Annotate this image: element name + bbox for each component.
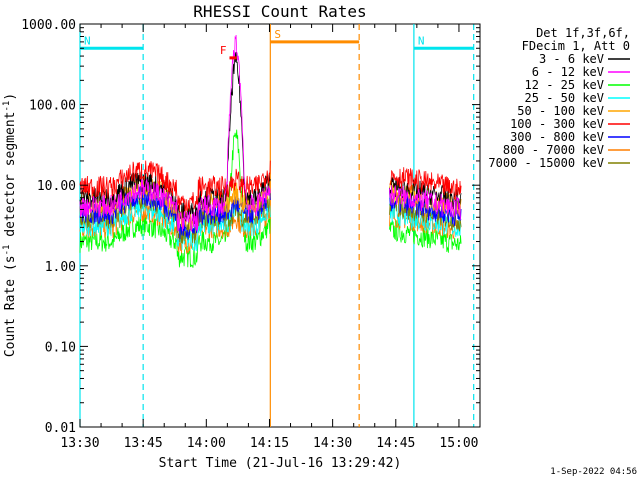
event-lines [79,24,475,427]
chart-title: RHESSI Count Rates [193,2,366,21]
x-axis-ticks: 13:30 13:45 14:00 14:15 14:30 14:45 15:00 [60,24,479,451]
x-tick-label: 13:30 [60,436,99,451]
x-tick-label: 14:00 [187,436,226,451]
timestamp: 1-Sep-2022 04:56 [550,467,637,477]
legend-entry: 50 - 100 keV [517,104,604,118]
legend-entry: 6 - 12 keV [532,65,604,79]
y-tick-label: 0.10 [45,340,76,355]
flag-bars: N N S F [80,28,474,60]
flag-label: N [418,34,425,47]
y-tick-label: 1000.00 [21,18,76,33]
y-tick-label: 100.00 [29,99,76,114]
flag-label: F [220,44,227,57]
series-lines [79,34,462,268]
legend-header: Det 1f,3f,6f, [536,26,630,40]
y-tick-label: 1.00 [45,260,76,275]
series-line [79,160,462,214]
legend-entry: 7000 - 15000 keV [488,156,604,170]
x-axis-label: Start Time (21-Jul-16 13:29:42) [159,456,402,471]
legend-entry: 12 - 25 keV [525,78,604,92]
legend-entry: 100 - 300 keV [510,117,604,131]
y-tick-label: 0.01 [45,421,76,436]
legend-header: FDecim 1, Att 0 [522,39,630,53]
legend-entry: 800 - 7000 keV [503,143,604,157]
x-tick-label: 14:15 [250,436,289,451]
x-tick-label: 14:30 [313,436,352,451]
y-axis-label: Count Rate (s-1 detector segment-1) [2,93,18,357]
y-axis-ticks: 1000.00 100.00 10.00 1.00 0.10 0.01 [21,18,480,436]
x-tick-label: 13:45 [124,436,163,451]
flag-label: N [84,34,91,47]
flag-label: S [274,28,281,41]
legend-entry: 25 - 50 keV [525,91,604,105]
x-tick-label: 15:00 [439,436,478,451]
series-line [79,129,462,268]
legend-entry: 300 - 800 keV [510,130,604,144]
series-line [79,34,462,232]
legend-entry: 3 - 6 keV [539,52,604,66]
x-tick-label: 14:45 [376,436,415,451]
y-tick-label: 10.00 [37,179,76,194]
